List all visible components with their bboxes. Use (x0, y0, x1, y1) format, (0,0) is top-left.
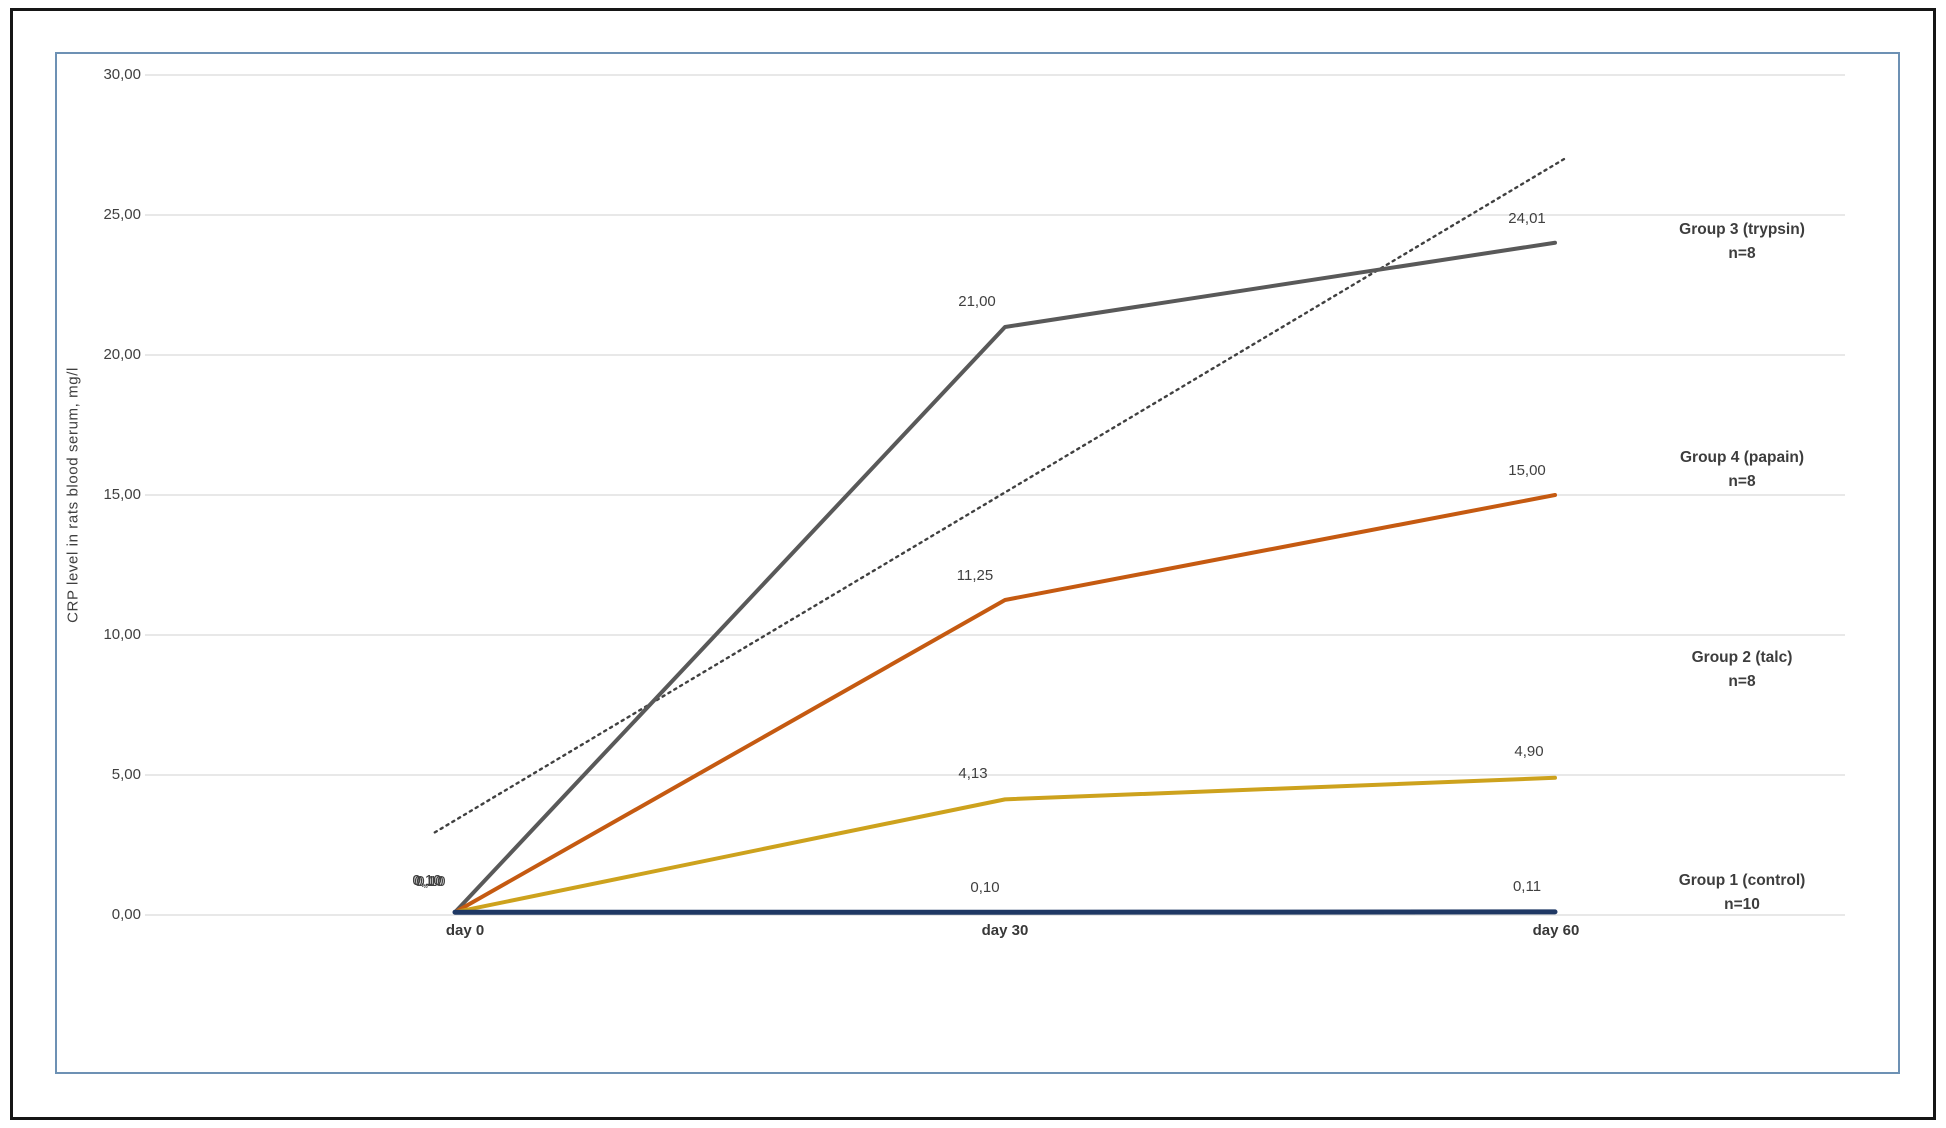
legend-group3-name: Group 3 (trypsin) (1679, 221, 1805, 238)
y-tick-label-30: 30,00 (103, 66, 141, 83)
y-tick-label-0: 0,00 (111, 906, 141, 923)
chart-plot-border (55, 52, 1900, 1074)
legend-group4: Group 4 (papain) n=8 (1680, 446, 1804, 494)
data-label-group1-day0: 0,10 (414, 873, 444, 890)
y-tick-label-20: 20,00 (103, 346, 141, 363)
legend-group1: Group 1 (control) n=10 (1679, 869, 1806, 917)
y-tick-label-5: 5,00 (111, 766, 141, 783)
legend-group2-n: n=8 (1728, 673, 1756, 690)
x-tick-label-day60: day 60 (1532, 922, 1580, 939)
data-label-group3-day30: 21,00 (958, 293, 996, 310)
legend-group1-n: n=10 (1724, 896, 1760, 913)
data-label-group2-day60: 4,90 (1514, 743, 1544, 760)
legend-group2-name: Group 2 (talc) (1691, 649, 1793, 666)
data-label-group3-day0: 0,10 (412, 872, 442, 889)
data-label-group1-day30: 0,10 (970, 879, 1000, 896)
y-tick-label-10: 10,00 (103, 626, 141, 643)
y-tick-label-25: 25,00 (103, 206, 141, 223)
legend-group4-n: n=8 (1728, 473, 1756, 490)
x-tick-label-day30: day 30 (981, 922, 1029, 939)
data-label-group2-day30: 4,13 (958, 765, 988, 782)
legend-group1-name: Group 1 (control) (1678, 872, 1806, 889)
legend-group4-name: Group 4 (papain) (1680, 449, 1804, 466)
data-label-group3-day60: 24,01 (1508, 210, 1546, 227)
data-label-group4-day30: 11,25 (956, 567, 994, 584)
data-label-group1-day60: 0,11 (1512, 878, 1542, 895)
x-tick-label-day0: day 0 (445, 922, 485, 939)
legend-group3: Group 3 (trypsin) n=8 (1679, 218, 1805, 266)
legend-group2: Group 2 (talc) n=8 (1692, 646, 1793, 694)
data-label-group4-day60: 15,00 (1508, 462, 1546, 479)
y-tick-label-15: 15,00 (103, 486, 141, 503)
legend-group3-n: n=8 (1728, 245, 1756, 262)
data-label-group4-day0: 0,10 (416, 873, 446, 890)
data-label-group2-day0: 0,10 (412, 872, 442, 889)
